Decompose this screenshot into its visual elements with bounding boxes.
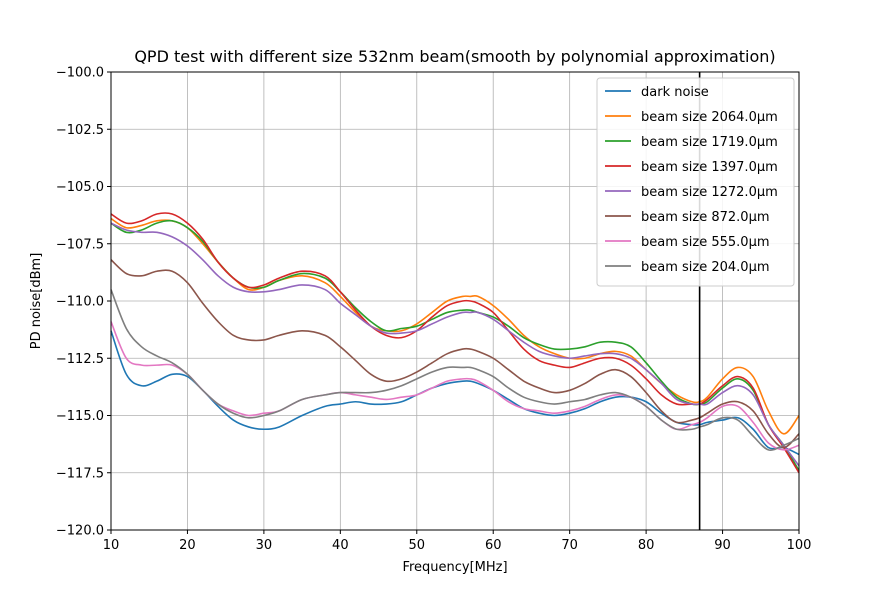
y-tick-label: −120.0 <box>56 524 104 539</box>
legend-box <box>596 77 795 287</box>
x-tick-label: 30 <box>256 538 273 553</box>
x-tick-label: 20 <box>179 538 196 553</box>
series-line-4 <box>110 222 800 467</box>
legend-label-0: dark noise <box>641 85 709 100</box>
legend-label-7: beam size 204.0μm <box>641 260 770 275</box>
x-tick-label: 80 <box>638 538 655 553</box>
legend: dark noise beam size 2064.0μm beam size 17… <box>596 77 795 287</box>
series-line-7 <box>110 289 800 451</box>
x-tick-label: 50 <box>409 538 426 553</box>
y-axis: −100.0 −102.5 −105.0 −107.5 −110.0 −112.5 −115… <box>56 66 111 539</box>
legend-label-2: beam size 1719.0μm <box>641 135 778 150</box>
x-tick-label: 60 <box>485 538 502 553</box>
x-tick-label: 100 <box>787 538 812 553</box>
chart-title: QPD test with different size 532nm beam(… <box>134 47 775 66</box>
y-tick-label: −117.5 <box>56 466 104 481</box>
series-line-5 <box>110 259 800 449</box>
y-tick-label: −115.0 <box>56 409 104 424</box>
y-tick-label: −110.0 <box>56 295 104 310</box>
y-tick-label: −102.5 <box>56 123 104 138</box>
legend-label-4: beam size 1272.0μm <box>641 185 778 200</box>
series-line-0 <box>110 330 800 456</box>
legend-label-3: beam size 1397.0μm <box>641 160 778 175</box>
x-axis: 10 20 30 40 50 60 70 80 90 100 <box>103 530 812 553</box>
legend-label-5: beam size 872.0μm <box>641 210 770 225</box>
y-axis-label: PD noise[dBm] <box>29 253 44 350</box>
legend-label-1: beam size 2064.0μm <box>641 110 778 125</box>
x-tick-label: 40 <box>332 538 349 553</box>
x-tick-label: 70 <box>561 538 578 553</box>
legend-label-6: beam size 555.0μm <box>641 235 770 250</box>
series-line-6 <box>110 321 800 451</box>
x-tick-label: 10 <box>103 538 120 553</box>
x-axis-label: Frequency[MHz] <box>402 560 507 575</box>
y-tick-label: −100.0 <box>56 66 104 81</box>
y-tick-label: −112.5 <box>56 352 104 367</box>
y-tick-label: −107.5 <box>56 237 104 252</box>
x-tick-label: 90 <box>714 538 731 553</box>
series-lines <box>110 212 800 474</box>
y-tick-label: −105.0 <box>56 180 104 195</box>
